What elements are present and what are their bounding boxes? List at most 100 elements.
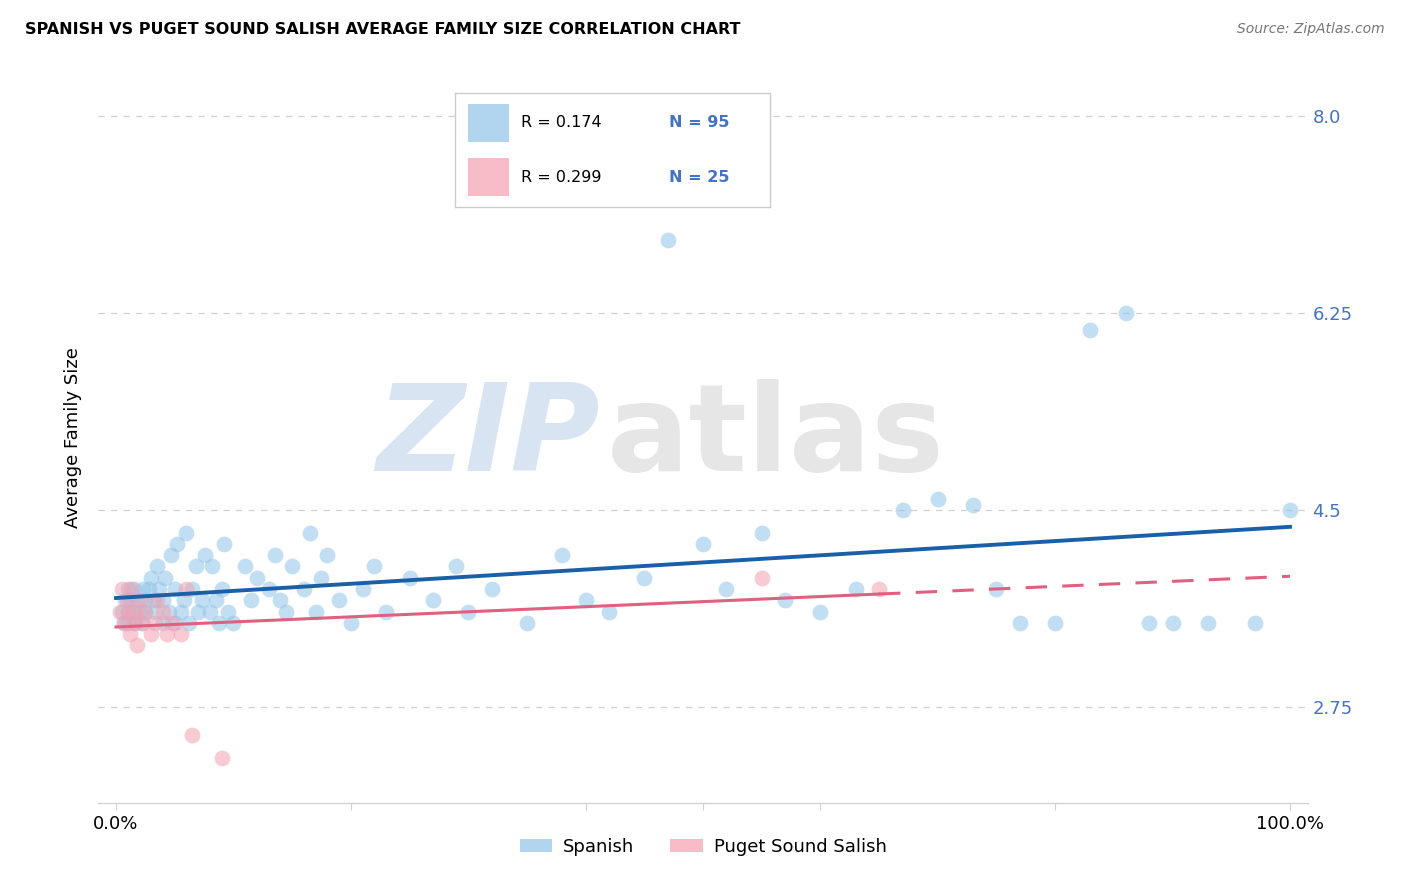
Y-axis label: Average Family Size: Average Family Size xyxy=(65,347,83,527)
Spanish xyxy=(1080,323,1102,337)
Spanish xyxy=(352,582,374,596)
Spanish xyxy=(276,605,298,619)
Spanish xyxy=(657,233,679,247)
Spanish xyxy=(173,593,195,607)
Puget Sound Salish xyxy=(108,605,131,619)
Puget Sound Salish xyxy=(112,615,135,630)
Spanish xyxy=(128,605,150,619)
Spanish xyxy=(169,605,191,619)
Puget Sound Salish xyxy=(169,627,191,641)
Spanish xyxy=(292,582,315,596)
Spanish xyxy=(304,605,326,619)
Puget Sound Salish xyxy=(111,582,134,596)
Spanish xyxy=(127,593,149,607)
Spanish xyxy=(163,615,186,630)
Spanish xyxy=(166,537,188,551)
Puget Sound Salish xyxy=(127,638,149,652)
Spanish xyxy=(134,593,156,607)
Puget Sound Salish xyxy=(122,615,145,630)
Spanish xyxy=(240,593,263,607)
Spanish xyxy=(246,571,269,585)
Spanish xyxy=(1243,615,1265,630)
Spanish xyxy=(117,605,139,619)
Spanish xyxy=(208,615,231,630)
Spanish xyxy=(1008,615,1031,630)
Spanish xyxy=(131,615,153,630)
Spanish xyxy=(891,503,914,517)
Spanish xyxy=(481,582,503,596)
Spanish xyxy=(141,571,163,585)
Spanish xyxy=(152,593,174,607)
Puget Sound Salish xyxy=(176,582,198,596)
Spanish xyxy=(316,548,339,562)
Puget Sound Salish xyxy=(143,615,166,630)
Spanish xyxy=(112,615,135,630)
Puget Sound Salish xyxy=(124,605,146,619)
Spanish xyxy=(160,548,183,562)
Spanish xyxy=(212,537,235,551)
Spanish xyxy=(269,593,291,607)
Spanish xyxy=(204,593,226,607)
Spanish xyxy=(176,525,198,540)
Spanish xyxy=(138,582,160,596)
Spanish xyxy=(375,605,398,619)
Spanish xyxy=(311,571,333,585)
Spanish xyxy=(340,615,363,630)
Puget Sound Salish xyxy=(141,627,163,641)
Spanish xyxy=(187,605,209,619)
Puget Sound Salish xyxy=(751,571,773,585)
Spanish xyxy=(633,571,655,585)
Puget Sound Salish xyxy=(211,751,233,765)
Spanish xyxy=(114,593,136,607)
Spanish xyxy=(328,593,350,607)
Puget Sound Salish xyxy=(128,593,150,607)
Puget Sound Salish xyxy=(134,605,156,619)
Puget Sound Salish xyxy=(120,627,142,641)
Spanish xyxy=(117,615,139,630)
Spanish xyxy=(962,498,984,512)
Spanish xyxy=(143,605,166,619)
Spanish xyxy=(132,582,155,596)
Spanish xyxy=(152,615,174,630)
Spanish xyxy=(575,593,598,607)
Puget Sound Salish xyxy=(146,593,169,607)
Spanish xyxy=(111,605,134,619)
Spanish xyxy=(222,615,245,630)
Puget Sound Salish xyxy=(181,728,204,742)
Spanish xyxy=(146,559,169,574)
Spanish xyxy=(773,593,796,607)
Spanish xyxy=(155,571,177,585)
Spanish xyxy=(177,615,200,630)
Spanish xyxy=(808,605,831,619)
Spanish xyxy=(1043,615,1066,630)
Spanish xyxy=(692,537,714,551)
Spanish xyxy=(298,525,321,540)
Spanish xyxy=(1115,306,1137,320)
Spanish xyxy=(845,582,868,596)
Spanish xyxy=(457,605,479,619)
Spanish xyxy=(148,582,170,596)
Spanish xyxy=(122,605,145,619)
Spanish xyxy=(446,559,468,574)
Spanish xyxy=(194,548,217,562)
Spanish xyxy=(716,582,738,596)
Text: atlas: atlas xyxy=(606,378,945,496)
Spanish xyxy=(184,559,207,574)
Puget Sound Salish xyxy=(152,605,174,619)
Spanish xyxy=(163,582,186,596)
Spanish xyxy=(986,582,1008,596)
Spanish xyxy=(1197,615,1219,630)
Text: Source: ZipAtlas.com: Source: ZipAtlas.com xyxy=(1237,22,1385,37)
Legend: Spanish, Puget Sound Salish: Spanish, Puget Sound Salish xyxy=(512,830,894,863)
Text: ZIP: ZIP xyxy=(377,378,600,496)
Spanish xyxy=(1161,615,1184,630)
Spanish xyxy=(281,559,304,574)
Spanish xyxy=(190,593,212,607)
Spanish xyxy=(157,605,180,619)
Spanish xyxy=(142,593,165,607)
Spanish xyxy=(1278,503,1301,517)
Puget Sound Salish xyxy=(131,615,153,630)
Spanish xyxy=(927,491,949,506)
Puget Sound Salish xyxy=(120,582,142,596)
Spanish xyxy=(598,605,620,619)
